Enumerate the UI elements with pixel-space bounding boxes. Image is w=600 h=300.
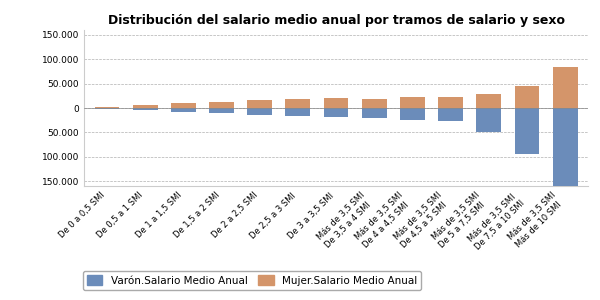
Bar xyxy=(438,108,463,121)
Bar xyxy=(209,108,234,113)
Bar xyxy=(286,108,310,116)
Legend: Varón.Salario Medio Anual, Mujer.Salario Medio Anual: Varón.Salario Medio Anual, Mujer.Salario… xyxy=(83,271,421,290)
Bar xyxy=(95,107,119,108)
Bar xyxy=(209,102,234,108)
Bar xyxy=(362,99,386,108)
Bar xyxy=(362,108,386,118)
Title: Distribución del salario medio anual por tramos de salario y sexo: Distribución del salario medio anual por… xyxy=(107,14,565,27)
Bar xyxy=(515,108,539,154)
Bar xyxy=(400,108,425,120)
Bar xyxy=(323,108,349,117)
Bar xyxy=(247,100,272,108)
Bar xyxy=(247,108,272,115)
Bar xyxy=(95,108,119,109)
Bar xyxy=(553,67,577,108)
Bar xyxy=(515,86,539,108)
Bar xyxy=(553,108,577,193)
Bar xyxy=(133,108,157,110)
Bar xyxy=(286,99,310,108)
Bar xyxy=(438,97,463,108)
Bar xyxy=(476,94,501,108)
Bar xyxy=(171,108,196,112)
Bar xyxy=(171,103,196,108)
Bar xyxy=(323,98,349,108)
Bar xyxy=(400,97,425,108)
Bar xyxy=(476,108,501,132)
Bar xyxy=(133,105,157,108)
